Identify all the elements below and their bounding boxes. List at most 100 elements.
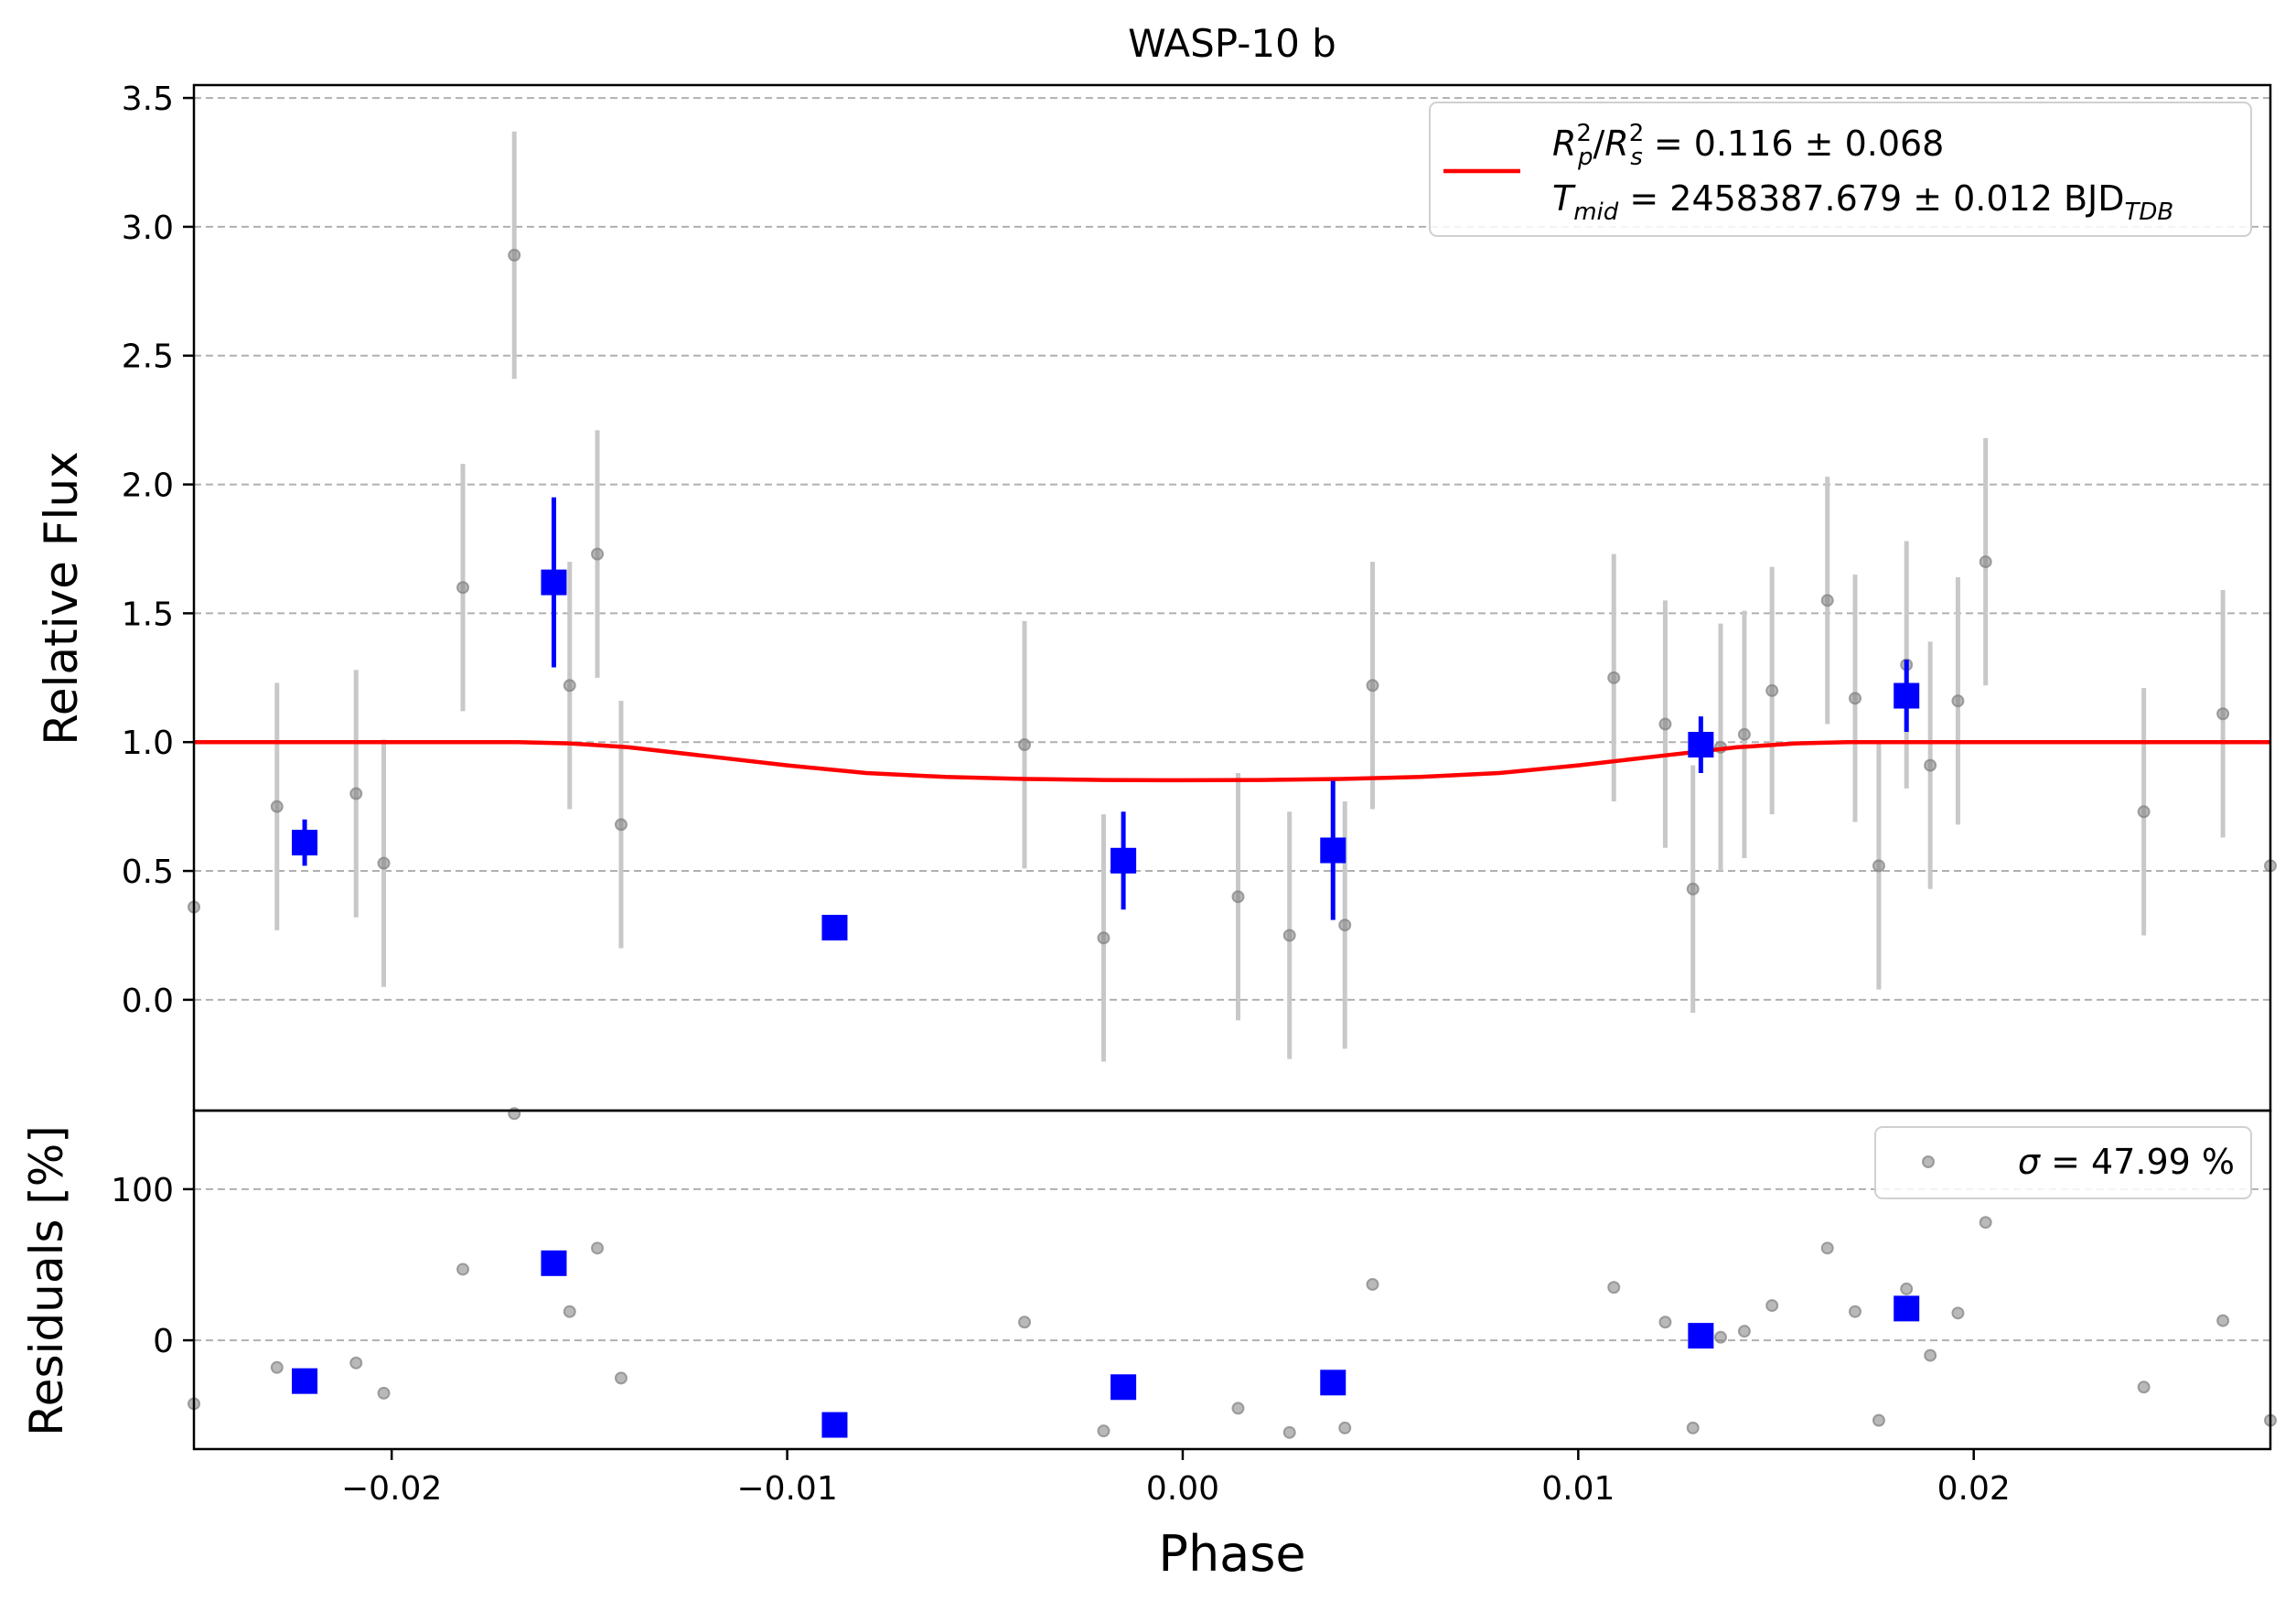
residual-raw-point <box>1737 1325 1751 1338</box>
residual-y-ticks: 0 100 <box>111 1172 194 1360</box>
residual-y-tick-label: 0 <box>153 1323 174 1360</box>
residual-raw-point <box>1282 1425 1296 1439</box>
residual-binned-point <box>1894 1295 1920 1322</box>
raw-data-point <box>1924 758 1937 772</box>
residual-raw-point <box>1765 1299 1779 1313</box>
main-y-tick-label: 3.0 <box>122 209 174 247</box>
main-y-axis-label: Relative Flux <box>35 451 88 745</box>
raw-data-point <box>377 856 391 870</box>
residual-axes-frame <box>192 1109 2272 1451</box>
main-y-tick-label: 0.0 <box>122 983 174 1020</box>
residual-raw-point <box>1607 1281 1621 1294</box>
residual-raw-point <box>1658 1316 1672 1329</box>
raw-data-point <box>456 581 470 595</box>
binned-data-point <box>1894 682 1920 709</box>
residual-y-tick-label: 100 <box>111 1172 174 1209</box>
raw-data-point <box>1282 929 1296 942</box>
residual-binned-point <box>541 1250 567 1276</box>
residual-raw-point <box>614 1371 628 1385</box>
x-tick-label: −0.01 <box>736 1470 837 1508</box>
residual-raw-point <box>1338 1421 1352 1434</box>
residual-raw-point <box>1366 1277 1379 1291</box>
raw-data-point <box>1686 882 1700 896</box>
main-y-tick-label: 2.0 <box>122 467 174 505</box>
legend-raw-point-marker <box>1922 1155 1935 1168</box>
main-y-tick-label: 0.5 <box>122 854 174 891</box>
raw-data-point <box>614 818 628 832</box>
x-tick-label: 0.00 <box>1146 1470 1219 1508</box>
main-y-tick-label: 1.0 <box>122 725 174 762</box>
residual-binned-point <box>1320 1369 1346 1396</box>
residual-binned-points <box>292 1250 1920 1438</box>
binned-data-point <box>1110 847 1137 874</box>
residual-raw-point <box>1900 1282 1914 1295</box>
raw-data-point <box>1951 694 1965 708</box>
binned-data-point <box>821 915 848 941</box>
raw-data-point <box>591 547 605 561</box>
residual-raw-point <box>1924 1348 1937 1362</box>
raw-data-point <box>1018 738 1031 752</box>
residual-raw-point <box>1097 1424 1110 1438</box>
raw-data-point <box>1765 683 1779 697</box>
raw-data-point <box>563 679 576 693</box>
main-y-ticks: 0.0 0.5 1.0 1.5 2.0 2.5 3.0 3.5 <box>122 81 194 1020</box>
raw-data-point <box>1737 727 1751 741</box>
legend-radius-ratio-text: R2 p/R2 s = 0.116 ± 0.068 <box>1552 120 1944 171</box>
residual-raw-point <box>349 1356 363 1369</box>
residual-binned-point <box>1688 1323 1714 1349</box>
raw-data-point <box>1366 679 1379 693</box>
residual-raw-point <box>270 1360 284 1374</box>
legend-mid-transit-text: Tmid = 2458387.679 ± 0.012 BJDTDB <box>1552 178 2173 226</box>
raw-data-point <box>1820 594 1834 607</box>
raw-data-point <box>1607 671 1621 684</box>
residual-raw-point <box>1231 1402 1245 1415</box>
residual-raw-point <box>1979 1216 1992 1230</box>
raw-data-point <box>1338 918 1352 932</box>
residual-raw-point <box>563 1305 576 1318</box>
binned-data-point <box>292 830 318 856</box>
raw-data-point <box>1231 890 1245 904</box>
residual-legend-box <box>1874 1126 2252 1199</box>
residual-binned-point <box>1110 1374 1137 1401</box>
residual-raw-point <box>1872 1413 1885 1427</box>
main-raw-points <box>188 248 2277 945</box>
residual-x-ticks: −0.02 −0.01 0.00 0.01 0.02 <box>341 1449 2011 1508</box>
residual-binned-point <box>292 1368 318 1394</box>
residual-raw-point <box>1713 1330 1727 1344</box>
raw-data-point <box>270 800 284 813</box>
binned-data-point <box>1320 837 1346 864</box>
main-legend-box <box>1429 102 2252 237</box>
residual-raw-point <box>1951 1306 1965 1320</box>
legend-sigma-text: σ = 47.99 % <box>2018 1142 2235 1182</box>
main-legend: R2 p/R2 s = 0.116 ± 0.068 Tmid = 2458387.6… <box>1429 102 2252 237</box>
raw-data-point <box>1658 717 1672 731</box>
residual-raw-point <box>2137 1380 2151 1394</box>
x-tick-label: 0.02 <box>1937 1470 2011 1508</box>
raw-data-point <box>2216 707 2230 721</box>
raw-data-point <box>508 248 521 262</box>
residual-raw-point <box>2216 1314 2230 1327</box>
raw-data-point <box>1872 859 1885 873</box>
main-y-tick-label: 3.5 <box>122 81 174 118</box>
residual-raw-point <box>1849 1305 1861 1318</box>
residual-raw-point <box>377 1386 391 1400</box>
raw-data-point <box>349 787 363 800</box>
x-axis-label: Phase <box>1158 1525 1305 1583</box>
residual-raw-point <box>1686 1421 1700 1434</box>
raw-data-point <box>2137 805 2151 819</box>
main-binned-points <box>292 497 1920 941</box>
main-error-bars <box>274 131 2226 1062</box>
residual-raw-point <box>591 1241 605 1255</box>
residual-y-axis-label: Residuals [%] <box>20 1125 73 1436</box>
residual-legend: σ = 47.99 % <box>1874 1126 2252 1199</box>
residual-binned-point <box>821 1412 848 1438</box>
main-y-tick-label: 1.5 <box>122 596 174 633</box>
raw-data-point <box>1849 692 1861 705</box>
binned-data-point <box>541 569 567 596</box>
raw-data-point <box>1979 555 1992 569</box>
raw-data-point <box>1097 931 1110 945</box>
residual-raw-point <box>456 1262 470 1276</box>
residual-raw-point <box>1018 1316 1031 1329</box>
residual-raw-points <box>188 1107 2277 1439</box>
